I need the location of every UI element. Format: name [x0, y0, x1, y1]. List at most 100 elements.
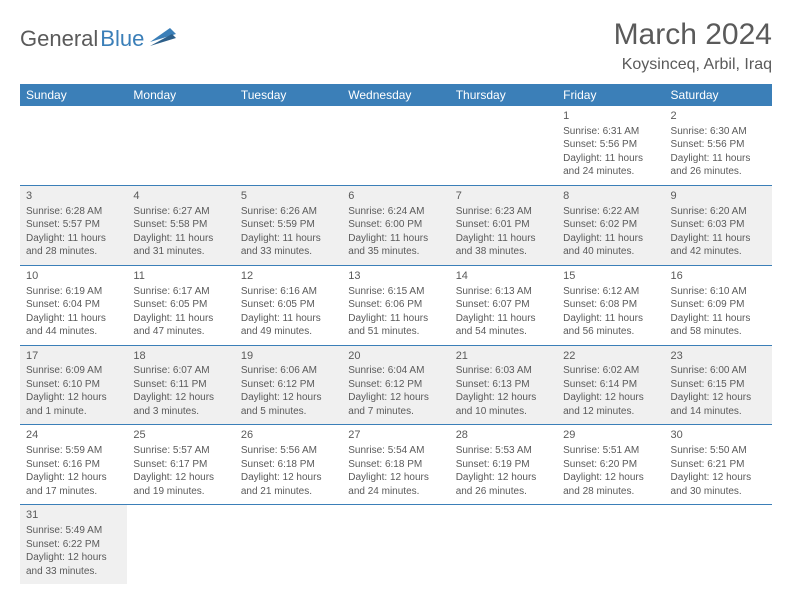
sunrise-text: Sunrise: 6:17 AM [133, 285, 228, 299]
sunset-text: Sunset: 6:00 PM [348, 218, 443, 232]
daylight-text: Daylight: 12 hours and 12 minutes. [563, 391, 658, 418]
calendar-row: 3Sunrise: 6:28 AMSunset: 5:57 PMDaylight… [20, 185, 772, 265]
sunrise-text: Sunrise: 5:49 AM [26, 524, 121, 538]
sunrise-text: Sunrise: 6:19 AM [26, 285, 121, 299]
daylight-text: Daylight: 12 hours and 24 minutes. [348, 471, 443, 498]
sunset-text: Sunset: 6:15 PM [671, 378, 766, 392]
calendar-cell [557, 505, 664, 584]
daylight-text: Daylight: 11 hours and 54 minutes. [456, 312, 551, 339]
day-number: 9 [671, 189, 766, 204]
sunset-text: Sunset: 6:09 PM [671, 298, 766, 312]
calendar-cell: 3Sunrise: 6:28 AMSunset: 5:57 PMDaylight… [20, 185, 127, 265]
sunrise-text: Sunrise: 6:07 AM [133, 364, 228, 378]
calendar-cell: 5Sunrise: 6:26 AMSunset: 5:59 PMDaylight… [235, 185, 342, 265]
calendar-cell: 4Sunrise: 6:27 AMSunset: 5:58 PMDaylight… [127, 185, 234, 265]
month-title: March 2024 [614, 18, 772, 52]
sunrise-text: Sunrise: 6:27 AM [133, 205, 228, 219]
calendar-cell: 22Sunrise: 6:02 AMSunset: 6:14 PMDayligh… [557, 345, 664, 425]
day-number: 21 [456, 349, 551, 364]
sunrise-text: Sunrise: 5:54 AM [348, 444, 443, 458]
calendar-row: 1Sunrise: 6:31 AMSunset: 5:56 PMDaylight… [20, 106, 772, 185]
day-number: 11 [133, 269, 228, 284]
daylight-text: Daylight: 12 hours and 33 minutes. [26, 551, 121, 578]
daylight-text: Daylight: 11 hours and 49 minutes. [241, 312, 336, 339]
daylight-text: Daylight: 12 hours and 1 minute. [26, 391, 121, 418]
weekday-header-row: Sunday Monday Tuesday Wednesday Thursday… [20, 84, 772, 106]
day-number: 22 [563, 349, 658, 364]
day-number: 14 [456, 269, 551, 284]
weekday-header: Monday [127, 84, 234, 106]
day-number: 5 [241, 189, 336, 204]
sunset-text: Sunset: 6:17 PM [133, 458, 228, 472]
day-number: 31 [26, 508, 121, 523]
header: General Blue March 2024 Koysinceq, Arbil… [20, 18, 772, 74]
daylight-text: Daylight: 11 hours and 40 minutes. [563, 232, 658, 259]
sunrise-text: Sunrise: 6:04 AM [348, 364, 443, 378]
calendar-body: 1Sunrise: 6:31 AMSunset: 5:56 PMDaylight… [20, 106, 772, 584]
weekday-header: Wednesday [342, 84, 449, 106]
calendar-cell: 12Sunrise: 6:16 AMSunset: 6:05 PMDayligh… [235, 265, 342, 345]
daylight-text: Daylight: 11 hours and 58 minutes. [671, 312, 766, 339]
sunrise-text: Sunrise: 6:23 AM [456, 205, 551, 219]
day-number: 2 [671, 109, 766, 124]
sunset-text: Sunset: 6:06 PM [348, 298, 443, 312]
day-number: 7 [456, 189, 551, 204]
sunset-text: Sunset: 6:18 PM [348, 458, 443, 472]
daylight-text: Daylight: 12 hours and 19 minutes. [133, 471, 228, 498]
sunrise-text: Sunrise: 6:10 AM [671, 285, 766, 299]
daylight-text: Daylight: 11 hours and 38 minutes. [456, 232, 551, 259]
sunset-text: Sunset: 6:03 PM [671, 218, 766, 232]
daylight-text: Daylight: 12 hours and 26 minutes. [456, 471, 551, 498]
calendar-cell: 15Sunrise: 6:12 AMSunset: 6:08 PMDayligh… [557, 265, 664, 345]
calendar-row: 31Sunrise: 5:49 AMSunset: 6:22 PMDayligh… [20, 505, 772, 584]
daylight-text: Daylight: 11 hours and 47 minutes. [133, 312, 228, 339]
weekday-header: Saturday [665, 84, 772, 106]
daylight-text: Daylight: 12 hours and 21 minutes. [241, 471, 336, 498]
calendar-cell [127, 505, 234, 584]
calendar-cell [235, 106, 342, 185]
sunset-text: Sunset: 6:05 PM [133, 298, 228, 312]
calendar-cell: 29Sunrise: 5:51 AMSunset: 6:20 PMDayligh… [557, 425, 664, 505]
sunset-text: Sunset: 6:11 PM [133, 378, 228, 392]
weekday-header: Thursday [450, 84, 557, 106]
daylight-text: Daylight: 12 hours and 30 minutes. [671, 471, 766, 498]
flag-icon [150, 28, 176, 51]
calendar-cell: 14Sunrise: 6:13 AMSunset: 6:07 PMDayligh… [450, 265, 557, 345]
sunrise-text: Sunrise: 6:15 AM [348, 285, 443, 299]
day-number: 10 [26, 269, 121, 284]
day-number: 12 [241, 269, 336, 284]
calendar-cell: 31Sunrise: 5:49 AMSunset: 6:22 PMDayligh… [20, 505, 127, 584]
day-number: 27 [348, 428, 443, 443]
calendar-cell [665, 505, 772, 584]
sunset-text: Sunset: 6:12 PM [241, 378, 336, 392]
day-number: 16 [671, 269, 766, 284]
day-number: 15 [563, 269, 658, 284]
sunrise-text: Sunrise: 6:28 AM [26, 205, 121, 219]
calendar-cell [342, 106, 449, 185]
calendar-cell: 16Sunrise: 6:10 AMSunset: 6:09 PMDayligh… [665, 265, 772, 345]
calendar-cell: 2Sunrise: 6:30 AMSunset: 5:56 PMDaylight… [665, 106, 772, 185]
calendar-cell: 27Sunrise: 5:54 AMSunset: 6:18 PMDayligh… [342, 425, 449, 505]
sunrise-text: Sunrise: 6:30 AM [671, 125, 766, 139]
sunrise-text: Sunrise: 6:03 AM [456, 364, 551, 378]
logo-text-blue: Blue [100, 26, 144, 52]
calendar-cell: 18Sunrise: 6:07 AMSunset: 6:11 PMDayligh… [127, 345, 234, 425]
sunrise-text: Sunrise: 6:12 AM [563, 285, 658, 299]
sunset-text: Sunset: 6:18 PM [241, 458, 336, 472]
calendar-cell: 10Sunrise: 6:19 AMSunset: 6:04 PMDayligh… [20, 265, 127, 345]
daylight-text: Daylight: 11 hours and 42 minutes. [671, 232, 766, 259]
sunset-text: Sunset: 6:13 PM [456, 378, 551, 392]
daylight-text: Daylight: 11 hours and 51 minutes. [348, 312, 443, 339]
location: Koysinceq, Arbil, Iraq [614, 56, 772, 74]
sunrise-text: Sunrise: 5:53 AM [456, 444, 551, 458]
calendar-cell [235, 505, 342, 584]
daylight-text: Daylight: 11 hours and 33 minutes. [241, 232, 336, 259]
sunset-text: Sunset: 5:59 PM [241, 218, 336, 232]
calendar-cell: 20Sunrise: 6:04 AMSunset: 6:12 PMDayligh… [342, 345, 449, 425]
day-number: 8 [563, 189, 658, 204]
sunrise-text: Sunrise: 5:57 AM [133, 444, 228, 458]
sunset-text: Sunset: 6:16 PM [26, 458, 121, 472]
sunrise-text: Sunrise: 6:09 AM [26, 364, 121, 378]
day-number: 30 [671, 428, 766, 443]
day-number: 26 [241, 428, 336, 443]
